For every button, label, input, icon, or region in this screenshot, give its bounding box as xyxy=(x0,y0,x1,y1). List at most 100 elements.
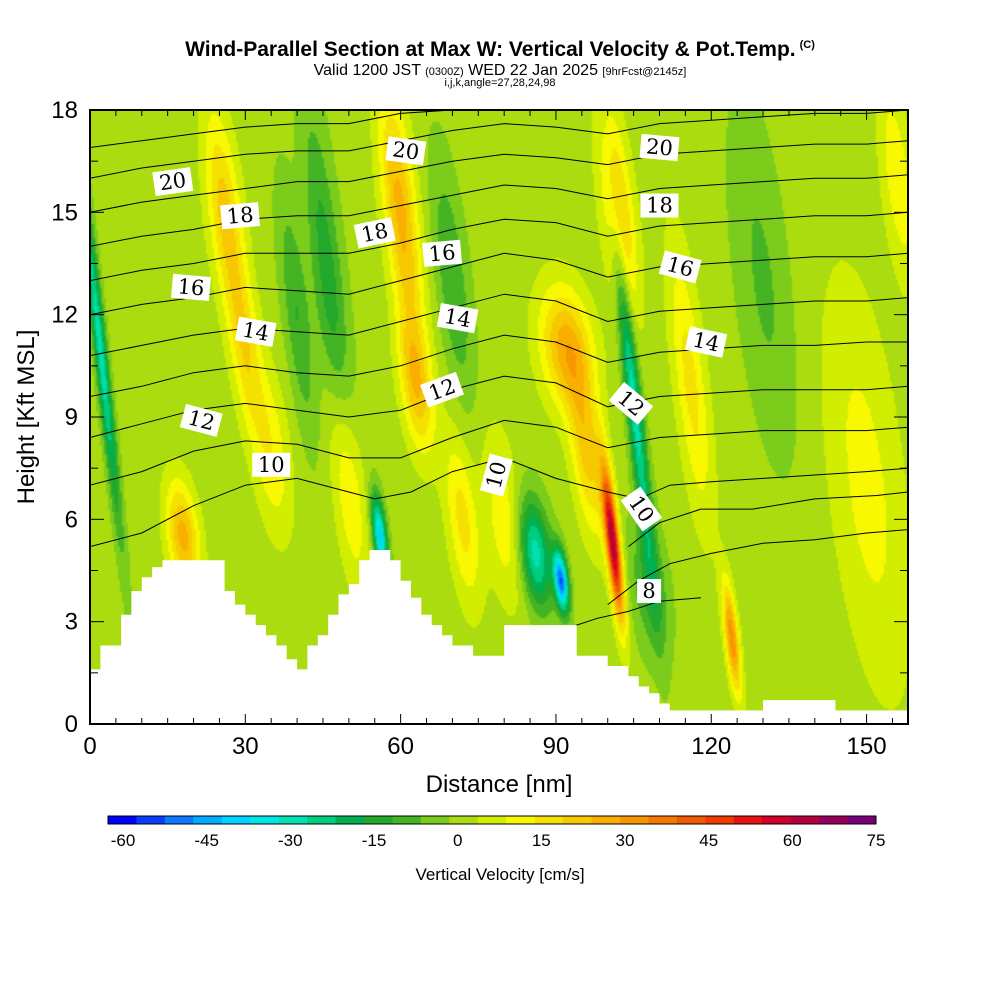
colorbar-tick-label: 45 xyxy=(699,831,718,850)
contour-label: 16 xyxy=(171,273,211,302)
contour-label-text: 20 xyxy=(391,137,421,164)
colorbar-swatch xyxy=(392,816,422,824)
contour-label-box xyxy=(640,193,679,218)
section-indices: i,j,k,angle=27,28,24,98 xyxy=(444,77,556,89)
colorbar-swatch xyxy=(762,816,792,824)
y-tick-label: 3 xyxy=(65,609,78,636)
contour-label-text: 14 xyxy=(691,327,722,356)
contour-label-box xyxy=(639,133,680,162)
contour-label: 12 xyxy=(420,371,465,408)
contour-label: 16 xyxy=(422,239,463,267)
x-axis: 0 30 60 90 120 150 xyxy=(83,110,893,760)
colorbar-tick-label: -45 xyxy=(194,831,219,850)
contour-label-box xyxy=(385,136,427,166)
contour-label: 10 xyxy=(479,453,513,497)
theta-contour-19 xyxy=(90,110,908,179)
chart-title-text: Wind-Parallel Section at Max W: Vertical… xyxy=(185,38,796,61)
contour-label: 14 xyxy=(436,302,479,334)
colorbar: -60 -45 -30 -15 0 15 30 45 60 75 xyxy=(107,815,885,850)
y-tick-label: 9 xyxy=(65,404,78,431)
forecast-info: [9hrFcst@2145z] xyxy=(602,66,687,78)
colorbar-swatch xyxy=(364,816,393,824)
colorbar-label: Vertical Velocity [cm/s] xyxy=(415,865,584,884)
theta-contour-12 xyxy=(90,375,908,438)
colorbar-swatch xyxy=(477,816,507,824)
contour-label-text: 14 xyxy=(442,304,472,332)
theta-contour-9 xyxy=(628,491,908,547)
theta-contour-18 xyxy=(90,140,908,213)
y-tick-label: 12 xyxy=(51,302,78,329)
theta-contour-13 xyxy=(90,334,908,397)
contour-label: 14 xyxy=(685,326,728,358)
colorbar-tick-label: -15 xyxy=(362,831,387,850)
colorbar-swatch xyxy=(847,816,877,824)
contour-label-box xyxy=(637,579,662,603)
contour-label-box xyxy=(353,217,396,249)
colorbar-swatch xyxy=(108,816,137,824)
contour-label-box xyxy=(234,316,277,347)
colorbar-tick-label: -30 xyxy=(278,831,303,850)
contour-label: 20 xyxy=(639,133,680,162)
x-tick-label: 120 xyxy=(691,733,731,760)
valid-time: Valid 1200 JST xyxy=(313,62,421,79)
chart-title-mark: (C) xyxy=(799,39,815,51)
theta-contour-15 xyxy=(90,252,908,316)
colorbar-swatch xyxy=(790,816,820,824)
colorbar-swatch xyxy=(136,816,166,824)
contour-label-text: 10 xyxy=(258,453,285,477)
colorbar-tick-label: -60 xyxy=(111,831,136,850)
colorbar-swatch xyxy=(164,816,194,824)
valid-date: WED 22 Jan 2025 xyxy=(468,62,598,79)
contour-label-text: 16 xyxy=(428,240,457,266)
y-axis: 0 3 6 9 12 15 18 xyxy=(51,97,908,738)
theta-contour-16 xyxy=(90,211,908,282)
contour-label-box xyxy=(220,202,261,230)
colorbar-swatch xyxy=(620,816,649,824)
colorbar-swatch xyxy=(819,816,848,824)
colorbar-swatch xyxy=(335,816,365,824)
x-tick-label: 60 xyxy=(387,733,414,760)
y-tick-label: 18 xyxy=(51,97,78,124)
colorbar-swatch xyxy=(506,816,536,824)
contour-label-box xyxy=(171,273,211,302)
contour-label-text: 18 xyxy=(646,194,673,218)
contour-label-text: 16 xyxy=(177,274,206,300)
y-tick-label: 0 xyxy=(65,711,78,738)
contour-label-box xyxy=(179,403,223,437)
chart-title: Wind-Parallel Section at Max W: Vertical… xyxy=(0,38,1000,62)
contour-label: 20 xyxy=(385,136,427,166)
colorbar-swatch xyxy=(563,816,592,824)
chart-subtitle: Valid 1200 JST (0300Z) WED 22 Jan 2025 [… xyxy=(0,62,1000,80)
colorbar-swatch xyxy=(278,816,308,824)
colorbar-tick-label: 60 xyxy=(783,831,802,850)
contour-label-text: 18 xyxy=(226,203,255,229)
colorbar-swatch xyxy=(307,816,336,824)
contour-label: 18 xyxy=(640,193,679,218)
contour-label-box xyxy=(658,250,702,284)
colorbar-tick-label: 0 xyxy=(453,831,462,850)
colorbar-swatch xyxy=(193,816,223,824)
y-tick-label: 6 xyxy=(65,506,78,533)
contour-label-text: 20 xyxy=(645,134,674,160)
colorbar-swatch xyxy=(250,816,280,824)
colorbar-frame xyxy=(107,815,877,825)
colorbar-swatch xyxy=(733,816,763,824)
contour-label-box xyxy=(152,167,194,197)
colorbar-swatch xyxy=(534,816,564,824)
contour-label-text: 20 xyxy=(158,168,188,195)
x-tick-label: 150 xyxy=(847,733,887,760)
theta-contour-8 xyxy=(607,529,908,605)
x-tick-label: 90 xyxy=(543,733,570,760)
terrain xyxy=(90,550,908,724)
contour-label: 14 xyxy=(234,316,277,347)
y-tick-label: 15 xyxy=(51,199,78,226)
colorbar-swatch xyxy=(449,816,479,824)
contour-label-box xyxy=(608,381,654,425)
colorbar-tick-label: 30 xyxy=(616,831,635,850)
x-axis-label: Distance [nm] xyxy=(426,771,573,798)
theta-contour-11 xyxy=(90,419,908,486)
contour-label: 10 xyxy=(252,452,291,477)
